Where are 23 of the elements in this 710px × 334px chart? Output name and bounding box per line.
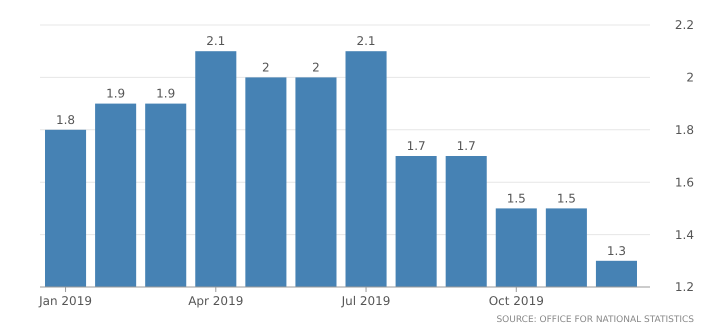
x-tick-label: Jan 2019 [38,294,92,308]
y-tick-label: 2 [686,70,694,85]
data-label: 1.7 [456,139,476,153]
y-tick-label: 1.6 [674,175,694,190]
source-note: SOURCE: OFFICE FOR NATIONAL STATISTICS [496,315,694,325]
data-label: 1.9 [156,86,176,101]
data-label: 2 [262,60,270,74]
data-label: 1.3 [606,244,626,258]
y-tick-label: 1.4 [674,228,694,242]
data-label: 2.1 [356,34,376,48]
data-label: 2 [312,60,320,74]
y-tick-label: 2.2 [674,18,694,32]
data-label: 1.5 [506,191,526,206]
data-label: 1.9 [106,86,126,101]
data-label: 1.5 [556,191,576,206]
y-tick-label: 1.2 [674,280,694,294]
data-label: 1.8 [56,112,76,127]
x-tick-label: Apr 2019 [188,294,244,308]
y-tick-label: 1.8 [674,123,694,137]
data-label: 2.1 [206,34,226,48]
data-label: 1.7 [406,139,426,153]
x-tick-label: Jul 2019 [340,294,390,308]
x-tick-label: Oct 2019 [488,294,544,308]
